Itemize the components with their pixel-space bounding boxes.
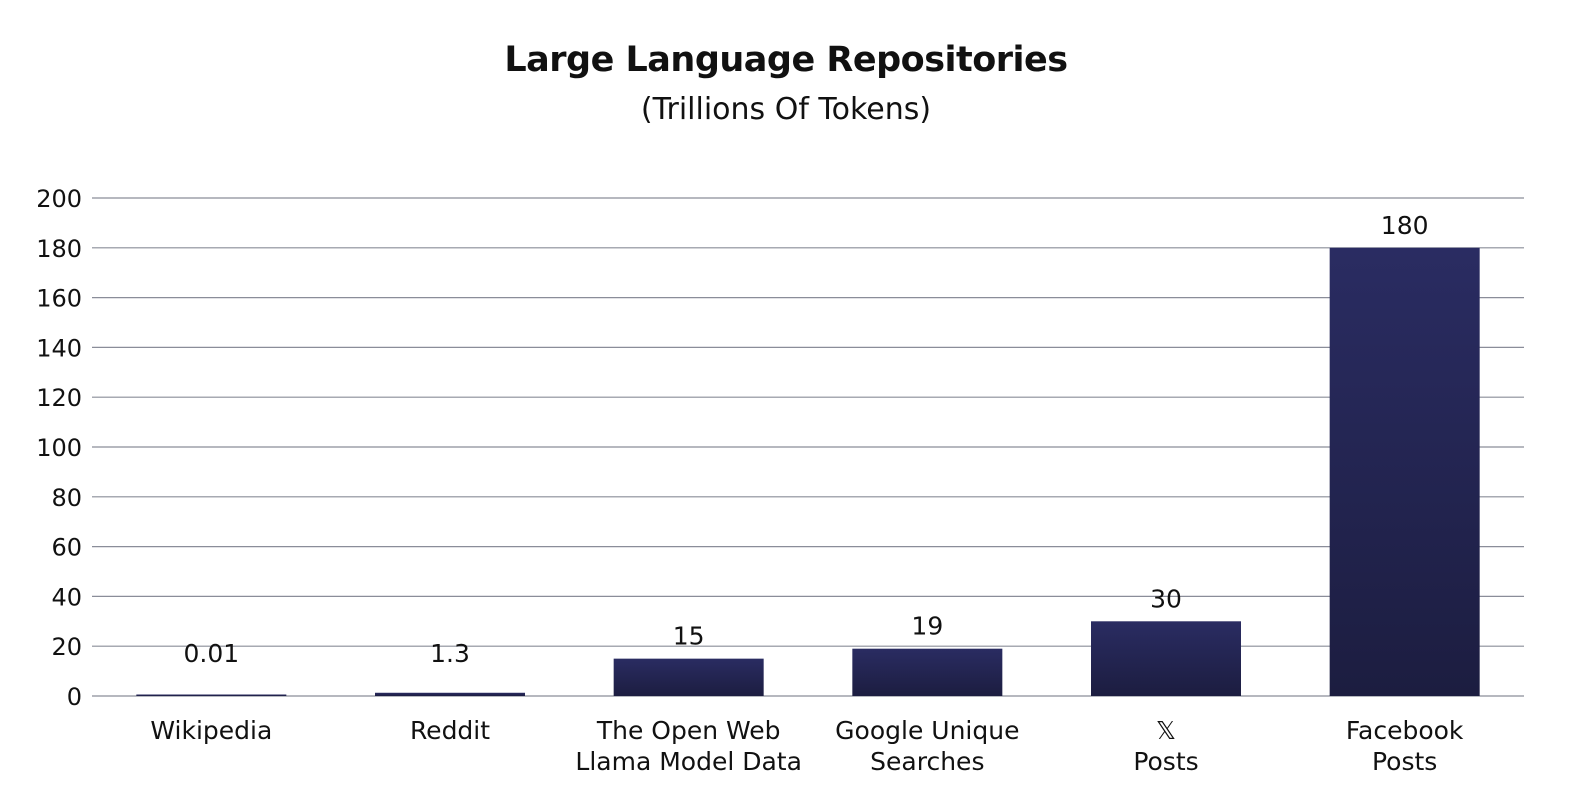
y-tick-label: 120: [36, 384, 82, 412]
bar: [136, 694, 287, 696]
category-label: Google Unique: [835, 716, 1019, 745]
y-axis-ticks: 0 20 40 60 80 100 120 140 160 180 200: [36, 185, 82, 711]
category-label: Searches: [870, 747, 984, 776]
y-tick-label: 200: [36, 185, 82, 213]
category-label: Llama Model Data: [575, 747, 802, 776]
chart-subtitle: (Trillions Of Tokens): [640, 92, 932, 127]
chart-title: Large Language Repositories: [504, 40, 1068, 80]
bar: [1091, 621, 1241, 696]
y-tick-label: 0: [67, 683, 82, 711]
data-label: 1.3: [430, 639, 470, 668]
category-label: Wikipedia: [150, 716, 272, 745]
category-label: Posts: [1133, 747, 1198, 776]
y-tick-label: 80: [51, 484, 82, 512]
data-label: 180: [1381, 211, 1429, 240]
category-label: The Open Web: [596, 716, 781, 745]
data-label: 0.01: [183, 639, 239, 668]
y-tick-label: 60: [51, 534, 82, 562]
data-label: 19: [911, 612, 943, 641]
bar: [1329, 247, 1480, 697]
bar: [852, 648, 1003, 696]
y-tick-label: 40: [51, 583, 82, 611]
data-label: 30: [1150, 584, 1182, 613]
bar: [613, 658, 764, 696]
bars: [136, 247, 1480, 697]
data-label: 15: [673, 622, 705, 651]
bar: [375, 692, 525, 696]
category-label: Facebook: [1346, 716, 1464, 745]
data-labels: 0.01 1.3 15 19 30 180: [183, 211, 1428, 668]
category-label: Reddit: [410, 716, 490, 745]
y-tick-label: 20: [51, 633, 82, 661]
category-label: Posts: [1372, 747, 1437, 776]
category-label: 𝕏: [1156, 716, 1176, 745]
y-tick-label: 100: [36, 434, 82, 462]
y-tick-label: 180: [36, 235, 82, 263]
gridlines: [92, 197, 1524, 697]
y-tick-label: 140: [36, 334, 82, 362]
y-tick-label: 160: [36, 285, 82, 313]
